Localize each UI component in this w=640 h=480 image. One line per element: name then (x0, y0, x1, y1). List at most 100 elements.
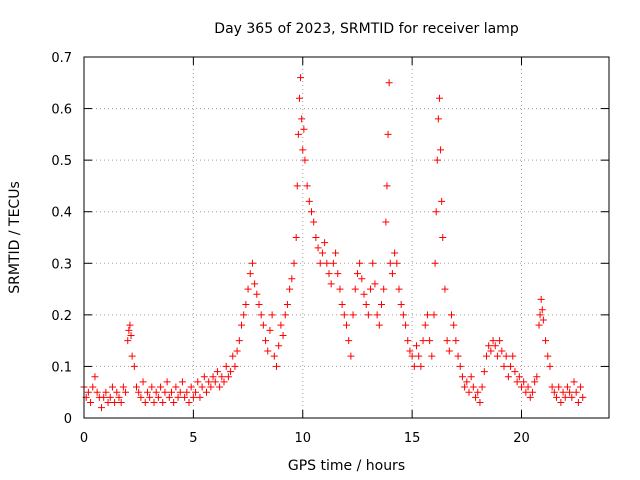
data-point (279, 331, 287, 339)
data-point (391, 249, 399, 257)
data-point (430, 311, 438, 319)
data-point (433, 156, 441, 164)
data-point (308, 208, 315, 216)
data-point (270, 352, 278, 360)
data-point (159, 399, 167, 407)
data-point (163, 378, 171, 386)
data-point (428, 352, 436, 360)
data-point (408, 352, 416, 360)
data-point (385, 79, 393, 87)
data-point (316, 259, 324, 267)
data-point (367, 285, 375, 293)
data-point (229, 352, 237, 360)
data-point (402, 321, 410, 329)
data-point (500, 362, 508, 370)
data-point (314, 244, 322, 252)
data-point (386, 259, 394, 267)
data-point (448, 311, 455, 319)
data-point (275, 342, 283, 350)
data-point (198, 383, 206, 391)
data-point (290, 259, 298, 267)
data-point (168, 388, 175, 396)
data-point (242, 301, 250, 309)
data-point (572, 388, 580, 396)
data-point (98, 404, 105, 412)
data-point (178, 378, 186, 386)
data-point (244, 285, 252, 293)
data-point (127, 331, 135, 339)
y-tick-labels: 0 0.1 0.2 0.3 0.4 0.5 0.6 0.7 (51, 51, 72, 427)
data-point (273, 362, 280, 370)
y-tick-label: 0.5 (51, 154, 72, 169)
data-point (555, 383, 563, 391)
data-point (485, 342, 493, 350)
data-point (194, 378, 202, 386)
data-point (378, 301, 385, 309)
data-point (327, 280, 335, 288)
data-point (537, 295, 545, 303)
data-point (526, 393, 534, 401)
data-point (213, 368, 221, 376)
data-point (310, 218, 318, 226)
data-point (393, 259, 401, 267)
data-point (431, 259, 439, 267)
data-point (222, 362, 230, 370)
data-point (240, 311, 248, 319)
data-point (353, 270, 361, 278)
y-tick-label: 0.7 (51, 51, 72, 66)
data-point (235, 337, 243, 345)
data-point (220, 378, 228, 386)
data-point (146, 393, 154, 401)
data-point (115, 393, 123, 401)
data-point (524, 383, 532, 391)
data-point (559, 388, 567, 396)
data-point (358, 275, 366, 283)
x-tick-label: 10 (294, 431, 311, 446)
data-point (520, 378, 528, 386)
data-point (148, 383, 156, 391)
x-tick-label: 0 (80, 431, 88, 446)
data-point (125, 326, 133, 334)
x-tick-label: 20 (513, 431, 530, 446)
data-point (128, 352, 136, 360)
data-point (124, 337, 132, 345)
y-axis-label: SRMTID / TECUs (7, 181, 23, 294)
data-point (207, 383, 215, 391)
data-point (513, 378, 521, 386)
data-point (388, 270, 396, 278)
data-point (150, 399, 158, 407)
data-point (535, 321, 543, 329)
data-point (157, 383, 165, 391)
data-point (548, 383, 556, 391)
data-point (141, 399, 149, 407)
data-point (87, 399, 95, 407)
data-point (498, 347, 506, 355)
x-axis-label: GPS time / hours (288, 458, 405, 474)
data-point (435, 94, 443, 102)
data-point (100, 393, 108, 401)
data-point (432, 208, 440, 216)
data-point (458, 373, 466, 381)
data-point (452, 337, 460, 345)
data-point (246, 270, 254, 278)
data-point (383, 182, 391, 190)
data-point (93, 388, 101, 396)
data-point (181, 393, 189, 401)
data-point (301, 156, 309, 164)
data-point (227, 368, 235, 376)
data-point (298, 115, 306, 123)
data-point (329, 259, 337, 267)
data-point (187, 383, 195, 391)
data-point (231, 362, 239, 370)
data-point (321, 239, 329, 247)
data-point (437, 146, 445, 154)
data-point (196, 393, 204, 401)
data-point (561, 393, 569, 401)
data-point (299, 146, 307, 154)
data-point (369, 259, 377, 267)
data-point (417, 362, 425, 370)
data-point (216, 383, 224, 391)
data-point (356, 259, 364, 267)
data-point (165, 393, 173, 401)
